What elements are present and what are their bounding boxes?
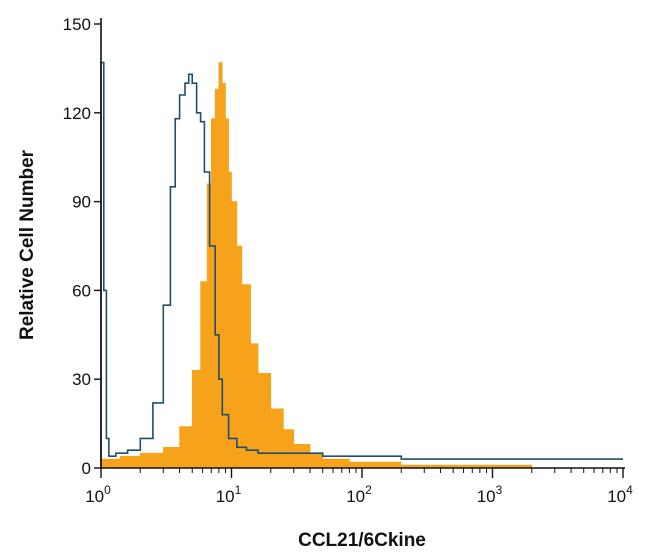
x-tick-label: 100 [85,483,111,506]
y-tick-label: 0 [82,459,91,478]
stained-histogram [100,62,533,469]
y-tick-label: 60 [72,281,91,300]
axes [94,18,625,478]
x-tick-label: 103 [477,483,503,506]
y-tick-label: 90 [72,193,91,212]
x-tick-label: 104 [607,483,633,506]
control-histogram [100,61,623,468]
y-tick-label: 150 [63,15,91,34]
y-tick-label: 120 [63,104,91,123]
x-tick-label: 101 [216,483,242,506]
y-axis-title: Relative Cell Number [17,149,38,340]
tick-labels: 0 30 60 90 120 150 100 101 102 103 104 [63,15,633,506]
x-tick-label: 102 [346,483,372,506]
plot-area [100,61,623,469]
x-axis-title: CCL21/6Ckine [298,530,426,551]
y-tick-label: 30 [72,370,91,389]
